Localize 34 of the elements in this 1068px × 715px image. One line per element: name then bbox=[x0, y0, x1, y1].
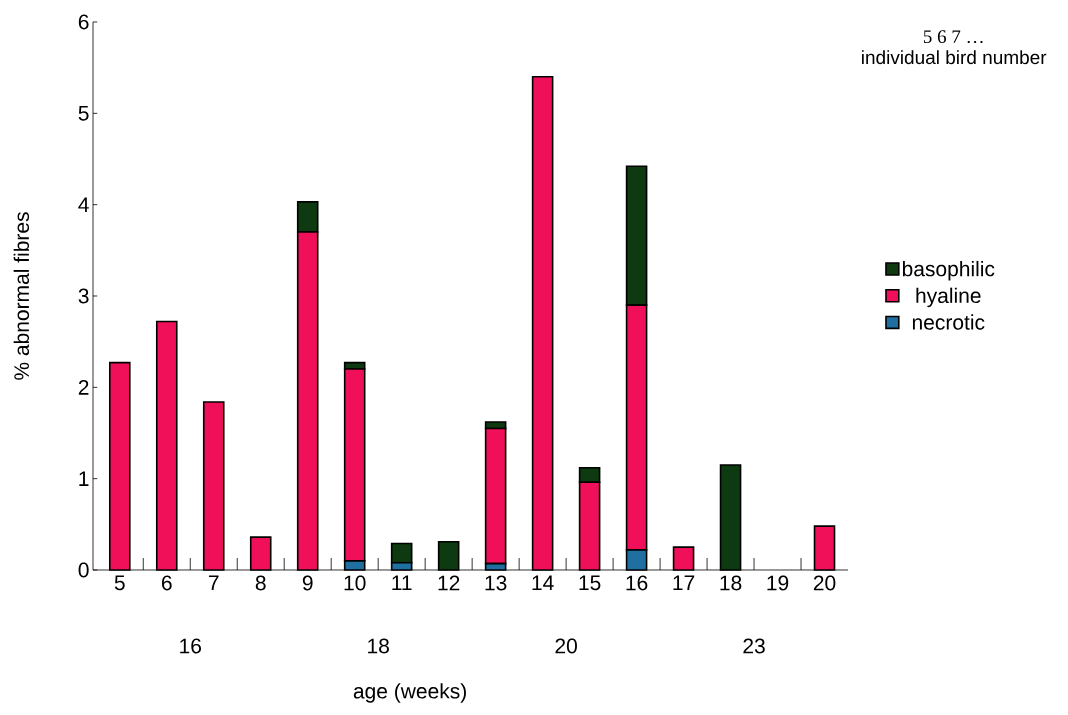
text: 20 bbox=[555, 638, 577, 654]
x-tick-label: 14 bbox=[532, 575, 554, 590]
x-tick-label: 5 bbox=[114, 575, 125, 591]
x-tick-label: 16 bbox=[626, 575, 648, 591]
x-tick-label: 10 bbox=[344, 575, 366, 591]
x-tick-label: 6 bbox=[161, 575, 172, 591]
x-tick-label: 13 bbox=[485, 575, 507, 591]
legend-label: basophilic bbox=[902, 260, 995, 281]
x-axis-title: age (weeks) bbox=[353, 683, 466, 703]
x-tick-label: 11 bbox=[392, 575, 412, 590]
text: 5 6 7 … bbox=[923, 30, 983, 44]
text: individual bird number bbox=[862, 50, 1047, 65]
legend-label: necrotic bbox=[912, 314, 985, 330]
x-tick-label: 20 bbox=[813, 575, 836, 591]
text: 16 bbox=[180, 638, 202, 654]
x-tick-label: 18 bbox=[720, 575, 742, 591]
x-tick-label: 7 bbox=[208, 575, 219, 590]
x-tick-label: 8 bbox=[255, 575, 266, 591]
x-tick-label: 15 bbox=[579, 575, 601, 591]
y-tick-label: 6 bbox=[78, 14, 89, 30]
y-axis-title: % abnormal fibres bbox=[13, 212, 30, 380]
x-tick-label: 12 bbox=[438, 575, 460, 591]
y-tick-label: 1 bbox=[79, 471, 89, 486]
y-tick-label: 3 bbox=[78, 288, 89, 304]
y-tick-label: 4 bbox=[78, 197, 89, 212]
x-tick-label: 19 bbox=[767, 575, 789, 591]
y-tick-label: 2 bbox=[78, 380, 89, 395]
legend-label: hyaline bbox=[916, 287, 981, 308]
x-tick-label: 9 bbox=[302, 575, 313, 591]
text: 23 bbox=[743, 638, 765, 654]
text: 18 bbox=[368, 638, 389, 654]
x-tick-label: 17 bbox=[673, 575, 695, 590]
y-tick-label: 0 bbox=[78, 562, 89, 578]
y-tick-label: 5 bbox=[78, 106, 89, 121]
